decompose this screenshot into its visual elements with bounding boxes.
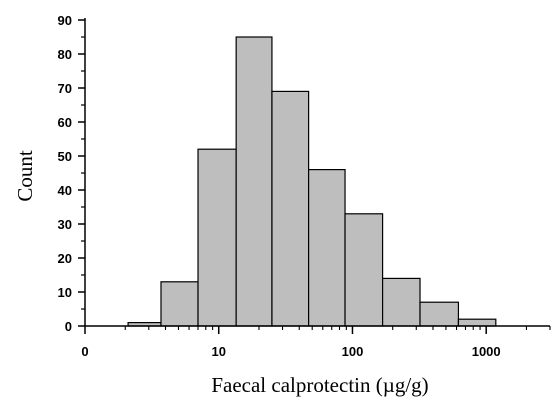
y-axis: 0 10 20 30 40 50 60 70 80 90 <box>58 13 86 334</box>
y-tick-label-30: 30 <box>58 217 72 232</box>
y-tick-label-50: 50 <box>58 149 72 164</box>
x-axis-title: Faecal calprotectin (µg/g) <box>211 373 428 397</box>
y-tick-label-90: 90 <box>58 13 72 28</box>
y-tick-label-40: 40 <box>58 183 72 198</box>
histogram-bar-5 <box>271 90 310 327</box>
histogram-bar-4 <box>235 36 273 327</box>
x-tick-label-10: 10 <box>211 344 225 359</box>
x-tick-label-1000: 1000 <box>472 344 501 359</box>
histogram-bar-10 <box>457 318 497 327</box>
histogram-bar-2 <box>160 281 199 327</box>
y-tick-label-70: 70 <box>58 81 72 96</box>
y-tick-label-10: 10 <box>58 285 72 300</box>
histogram-bar-7 <box>344 213 384 327</box>
y-tick-label-80: 80 <box>58 47 72 62</box>
y-tick-label-20: 20 <box>58 251 72 266</box>
x-tick-label-100: 100 <box>342 344 364 359</box>
x-tick-label-0: 0 <box>81 344 88 359</box>
bars-layer <box>127 36 497 327</box>
histogram-bar-8 <box>381 277 421 327</box>
y-tick-label-60: 60 <box>58 115 72 130</box>
histogram-bar-9 <box>419 301 460 327</box>
x-axis: 0 10 100 1000 <box>81 325 551 359</box>
histogram-bar-3 <box>197 148 237 327</box>
y-tick-label-0: 0 <box>65 319 72 334</box>
histogram-bar-6 <box>308 169 346 327</box>
y-axis-title: Count <box>13 150 37 202</box>
